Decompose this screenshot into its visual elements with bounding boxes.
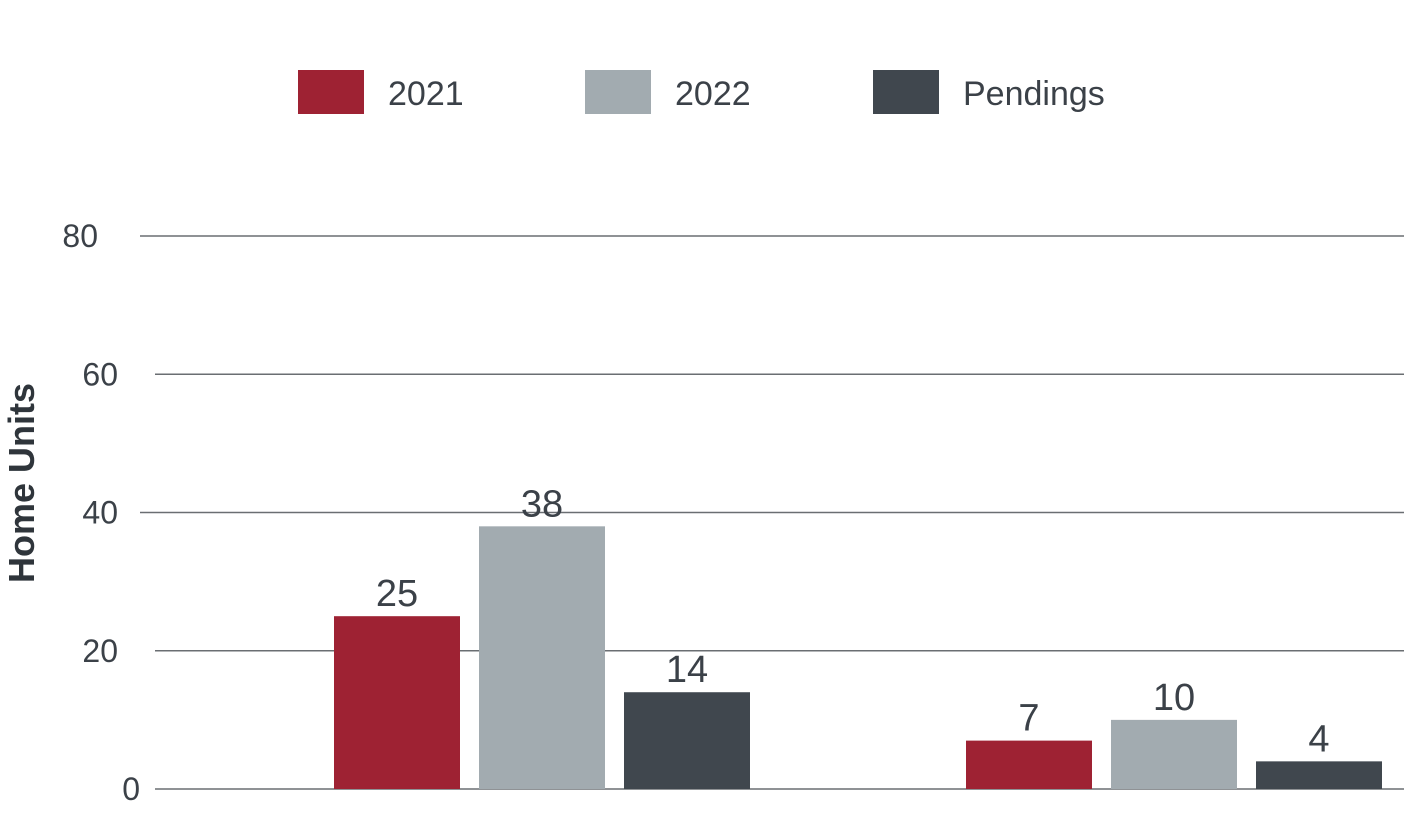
legend-swatch-pendings — [873, 70, 939, 114]
bars — [334, 526, 1382, 789]
legend-label-2021: 2021 — [388, 75, 464, 113]
bar-pendings-group-2 — [1256, 761, 1382, 789]
data-label-2022-group-1: 38 — [521, 483, 563, 525]
data-label-2021-group-2: 7 — [1018, 698, 1039, 740]
bar-2021-group-1 — [334, 616, 460, 789]
y-axis-ticks: 0 20 40 60 80 — [62, 218, 140, 807]
y-tick-label-40: 40 — [82, 495, 118, 531]
bar-pendings-group-1 — [624, 692, 750, 789]
legend: 2021 2022 Pendings — [298, 70, 1105, 114]
legend-label-pendings: Pendings — [963, 75, 1105, 113]
bar-2022-group-2 — [1111, 719, 1237, 789]
legend-swatch-2021 — [298, 70, 364, 114]
data-label-pendings-group-1: 14 — [666, 649, 708, 691]
data-label-2021-group-1: 25 — [376, 573, 418, 615]
legend-label-2022: 2022 — [675, 75, 751, 113]
bar-2021-group-2 — [966, 740, 1092, 789]
gridlines — [140, 235, 1404, 790]
y-axis-title: Home Units — [1, 383, 42, 583]
bar-2022-group-1 — [479, 526, 605, 789]
y-tick-label-60: 60 — [82, 356, 118, 392]
data-labels: 25 7 38 10 14 4 — [376, 483, 1330, 760]
legend-swatch-2022 — [585, 70, 651, 114]
y-tick-label-20: 20 — [82, 633, 118, 669]
y-tick-label-0: 0 — [122, 771, 140, 807]
data-label-pendings-group-2: 4 — [1308, 718, 1329, 760]
data-label-2022-group-2: 10 — [1153, 677, 1195, 719]
y-tick-label-80: 80 — [62, 218, 98, 254]
